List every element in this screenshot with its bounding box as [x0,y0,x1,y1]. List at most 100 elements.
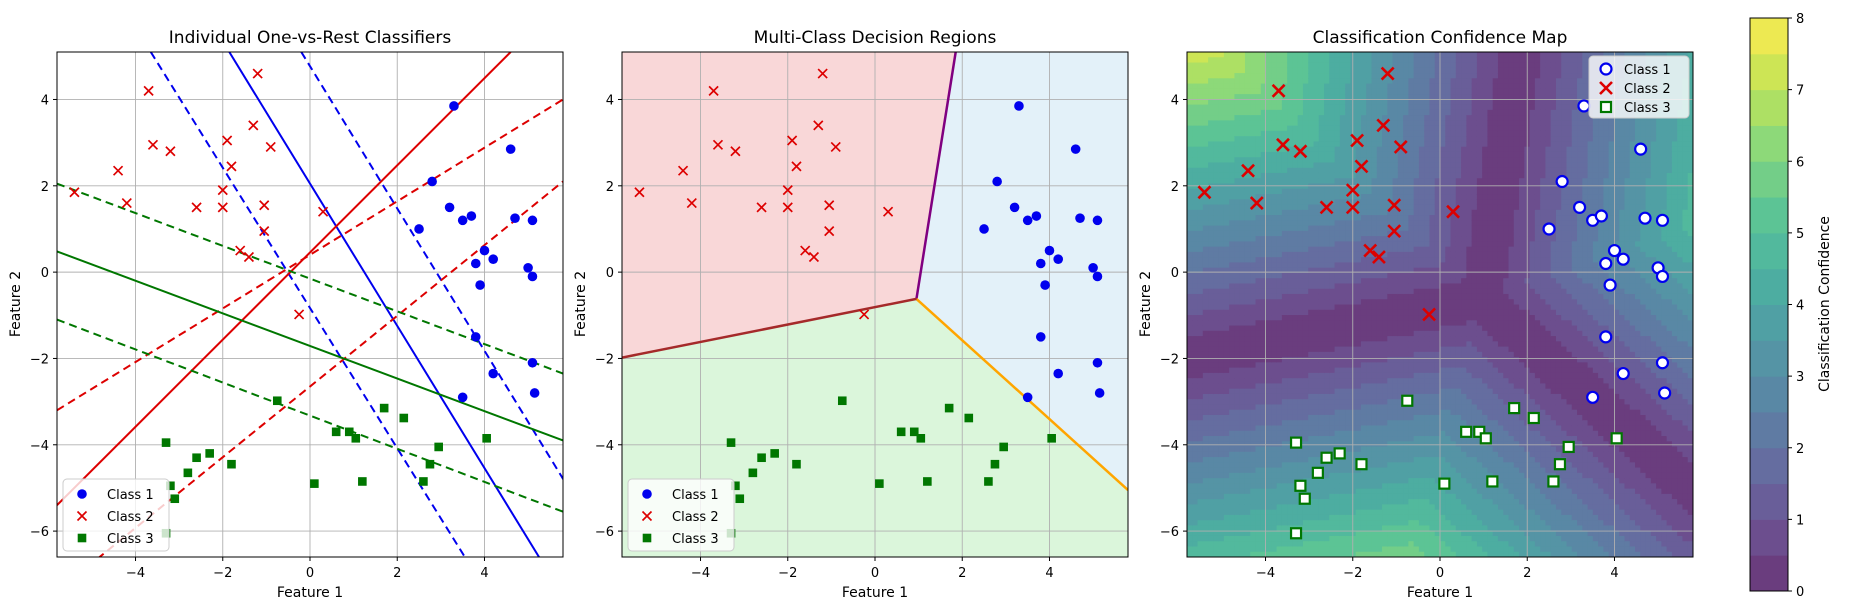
heat-cell [1440,504,1446,511]
heat-cell [1287,504,1294,511]
heat-cell [1202,52,1209,58]
heat-cell [1424,451,1431,458]
heat-cell [1192,404,1199,411]
heat-cell [1329,57,1336,64]
heat-cell [1339,504,1346,511]
heat-cell [1418,246,1425,253]
heat-cell [1434,293,1441,300]
heat-cell [1355,409,1362,416]
heat-cell [1445,278,1452,285]
heat-cell [1350,167,1357,174]
heat-cell [1197,446,1204,453]
boundary-line [915,52,957,300]
heat-cell [1392,241,1399,248]
heat-cell [1308,346,1315,353]
heat-cell [1202,109,1209,116]
heat-cell [1324,436,1330,442]
heat-cell [1218,220,1225,227]
heat-cell [1308,367,1315,374]
heat-cell [1213,62,1220,69]
heat-cell [1366,88,1373,95]
heat-cell [1313,162,1320,169]
heat-cell [1408,246,1415,253]
heat-cell [1229,146,1236,153]
heat-cell [1218,320,1225,327]
heat-cell [1387,414,1394,421]
heat-cell [1197,436,1204,442]
heat-cell [1250,230,1257,237]
heat-cell [1218,178,1225,185]
heat-cell [1440,430,1446,437]
heat-cell [1403,57,1409,64]
heat-cell [1229,404,1236,411]
heat-cell [1366,167,1373,174]
heat-cell [1429,451,1436,458]
heat-cell [1339,541,1346,548]
heat-cell [1271,88,1278,95]
data-point [757,453,766,463]
heat-cell [1334,78,1341,85]
heat-cell [1260,378,1267,385]
heat-cell [1187,293,1193,300]
heat-cell [1271,493,1278,500]
heat-cell [1350,109,1357,116]
heat-cell [1445,315,1452,321]
heat-cell [1392,315,1399,321]
heat-cell [1408,262,1415,269]
heat-cell [1192,83,1199,90]
heat-cell [1229,436,1236,442]
heat-cell [1213,441,1220,448]
heat-cell [1202,241,1209,248]
heat-cell [1281,488,1288,495]
heat-cell [1208,167,1214,174]
heat-cell [1302,157,1309,164]
heat-cell [1192,315,1199,321]
heat-cell [1376,188,1383,195]
heat-cell [1397,357,1404,363]
heat-cell [1445,167,1452,174]
heat-cell [1418,541,1425,548]
heat-cell [1187,330,1193,337]
heat-cell [1324,467,1330,474]
heat-cell [1266,251,1272,258]
heat-cell [1339,283,1346,290]
heat-cell [1345,404,1351,411]
data-point [434,442,443,452]
heat-cell [1382,414,1388,421]
heat-cell [1345,330,1351,337]
heat-cell [1208,367,1214,374]
heat-cell [1255,83,1262,90]
heat-cell [1334,393,1341,400]
heat-cell [1355,146,1362,153]
heat-cell [1234,441,1241,448]
heat-cell [1287,293,1294,300]
heat-cell [1255,530,1262,537]
heat-cell [1271,288,1278,295]
heat-cell [1313,136,1320,143]
heat-cell [1308,88,1315,95]
heat-cell [1440,272,1446,279]
heat-cell [1271,262,1278,269]
heat-cell [1271,441,1278,448]
heat-cell [1424,357,1431,363]
heat-cell [1250,441,1257,448]
data-point [293,309,305,320]
heat-cell [1281,288,1288,295]
heat-cell [1213,115,1220,121]
heat-cell [1434,236,1441,242]
heat-cell [1213,304,1220,311]
heat-cell [1424,99,1431,106]
heat-cell [1292,509,1299,516]
heat-cell [1429,336,1436,342]
heat-cell [1276,446,1283,453]
heat-cell [1360,99,1367,106]
heat-cell [1376,262,1383,269]
data-point [791,161,802,172]
heat-cell [1308,194,1315,200]
heat-cell [1324,78,1330,85]
heat-cell [1308,236,1315,242]
heat-cell [1408,325,1415,332]
heat-cell [1260,320,1267,327]
heat-cell [1318,535,1325,542]
heat-cell [1244,215,1251,221]
